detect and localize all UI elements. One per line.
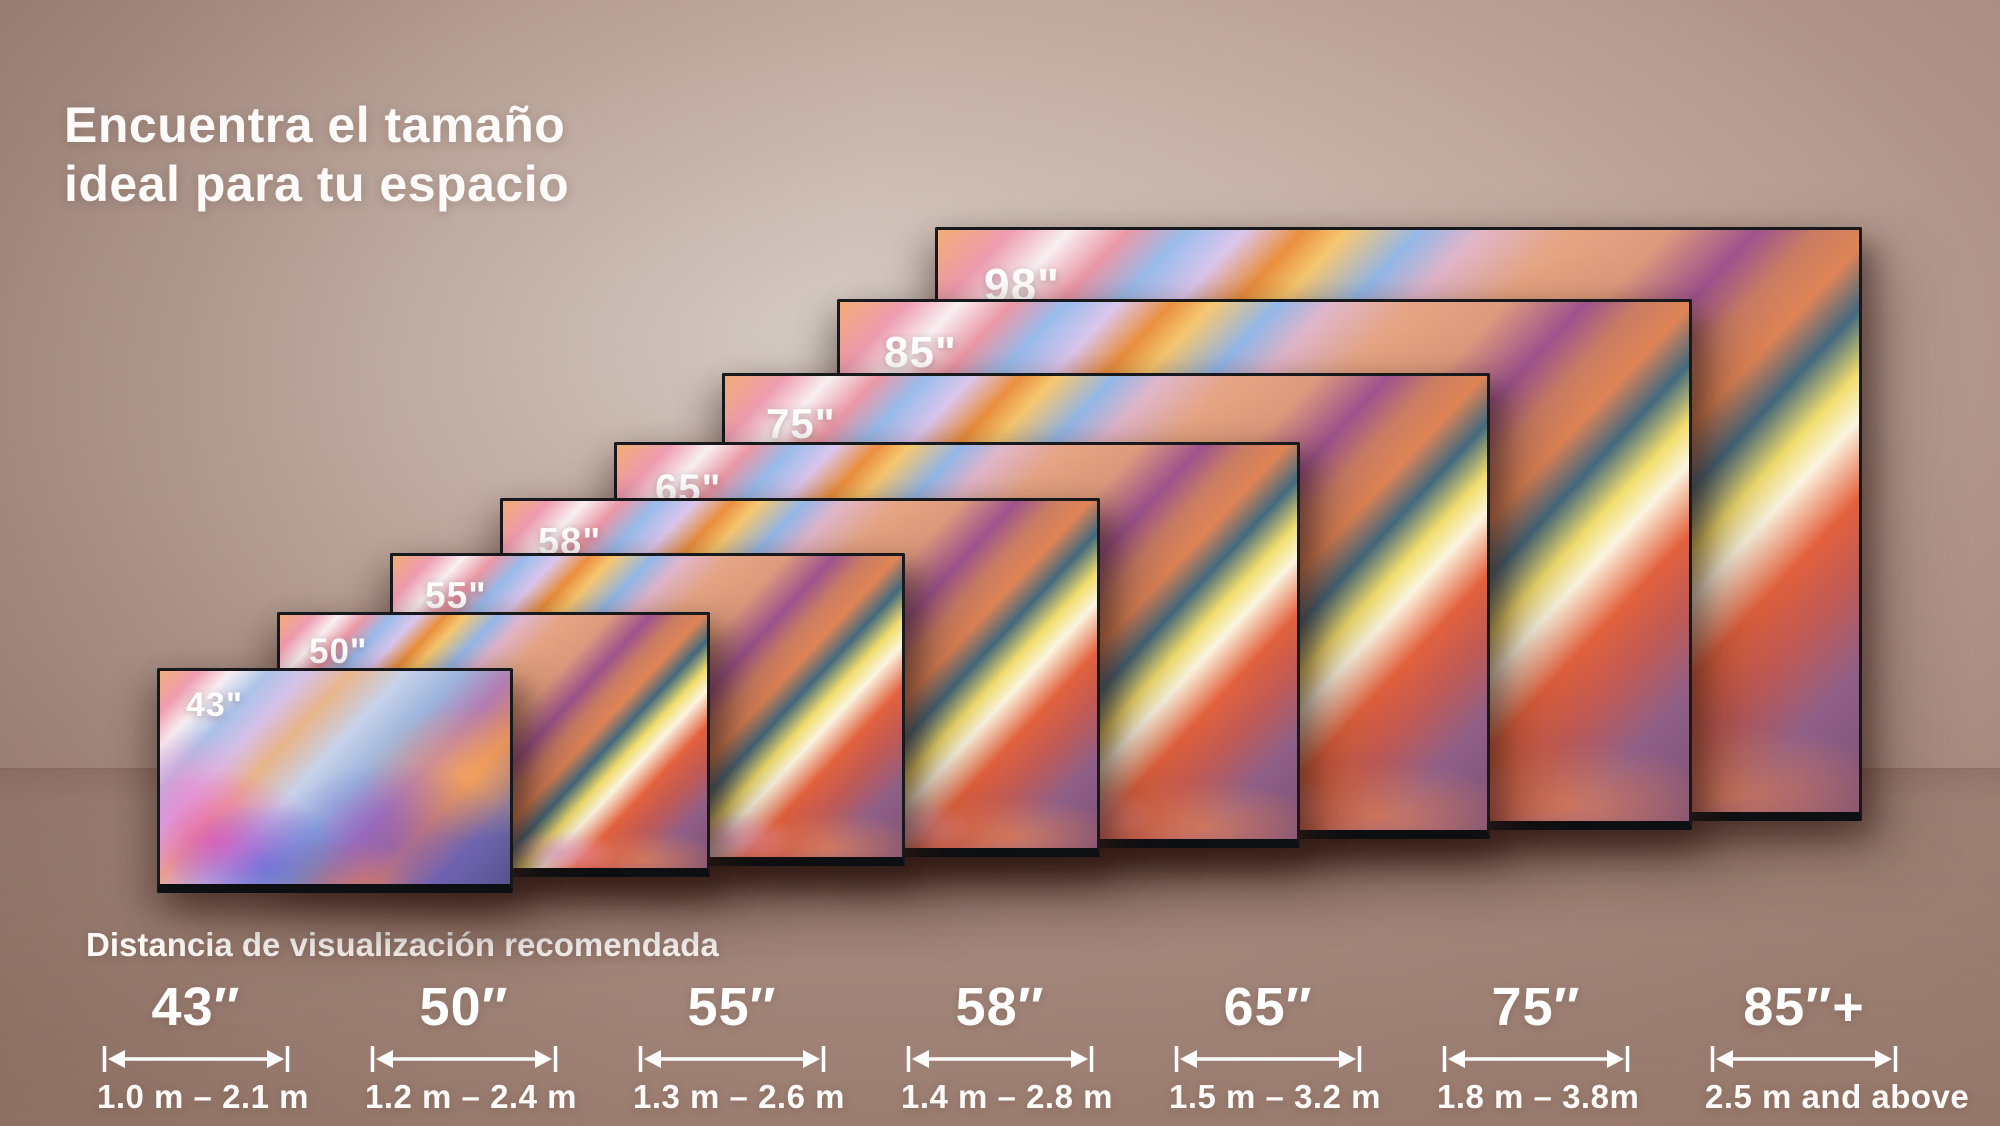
distance-size-label-43: 43″ [151,977,241,1037]
distance-column-65: 65″ 1.5 m – 3.2 m [1169,970,1381,1115]
page-title: Encuentra el tamaño ideal para tu espacio [64,96,569,213]
tv-size-label-43: 43" [186,686,243,724]
tv-size-label-85: 85" [884,328,957,377]
distance-column-75: 75″ 1.8 m – 3.8m [1437,970,1640,1115]
distance-range-value-43: 1.0 m – 2.1 m [97,1078,309,1115]
distance-range-value-55: 1.3 m – 2.6 m [633,1078,845,1115]
tv-size-label-75: 75" [766,400,836,447]
tv-screen-artwork: 43" [160,671,510,884]
distance-column-43: 43″ 1.0 m – 2.1 m [97,970,309,1115]
title-line-1: Encuentra el tamaño [64,97,566,153]
distance-range-arrow-icon [638,1046,826,1072]
distance-range-value-58: 1.4 m – 2.8 m [901,1078,1113,1115]
distance-range-arrow-icon [1174,1046,1362,1072]
abstract-wallpaper-image [160,671,510,884]
distance-size-label-50: 50″ [419,977,509,1037]
distance-range-arrow-icon [102,1046,290,1072]
viewing-distance-section: Distancia de visualización recomendada 4… [0,926,2000,1115]
title-line-2: ideal para tu espacio [64,155,570,212]
tv-43-inch: 43" [157,668,513,893]
distance-size-label-65: 65″ [1223,977,1313,1037]
distance-size-label-58: 58″ [955,977,1045,1037]
distance-size-label-75: 75″ [1491,977,1581,1037]
distance-column-55: 55″ 1.3 m – 2.6 m [633,970,845,1115]
tv-size-label-50: 50" [309,632,368,671]
distance-range-value-75: 1.8 m – 3.8m [1437,1078,1640,1115]
tv-size-label-55: 55" [425,575,487,616]
distance-range-arrow-icon [906,1046,1094,1072]
distance-columns: 43″ 1.0 m – 2.1 m 50″ 1.2 m – 2.4 m 55″ 1.… [97,970,1970,1115]
distance-column-58: 58″ 1.4 m – 2.8 m [901,970,1113,1115]
distance-column-85plus: 85″+ 2.5 m and above [1705,970,1970,1115]
viewing-distance-heading: Distancia de visualización recomendada [86,926,719,963]
distance-range-arrow-icon [1442,1046,1630,1072]
distance-size-label-85plus: 85″+ [1743,977,1865,1037]
distance-range-value-65: 1.5 m – 3.2 m [1169,1078,1381,1115]
distance-range-arrow-icon [1710,1046,1898,1072]
distance-range-value-85plus: 2.5 m and above [1705,1078,1970,1115]
distance-size-label-55: 55″ [687,977,777,1037]
distance-range-value-50: 1.2 m – 2.4 m [365,1078,577,1115]
distance-range-arrow-icon [370,1046,558,1072]
distance-column-50: 50″ 1.2 m – 2.4 m [365,970,577,1115]
